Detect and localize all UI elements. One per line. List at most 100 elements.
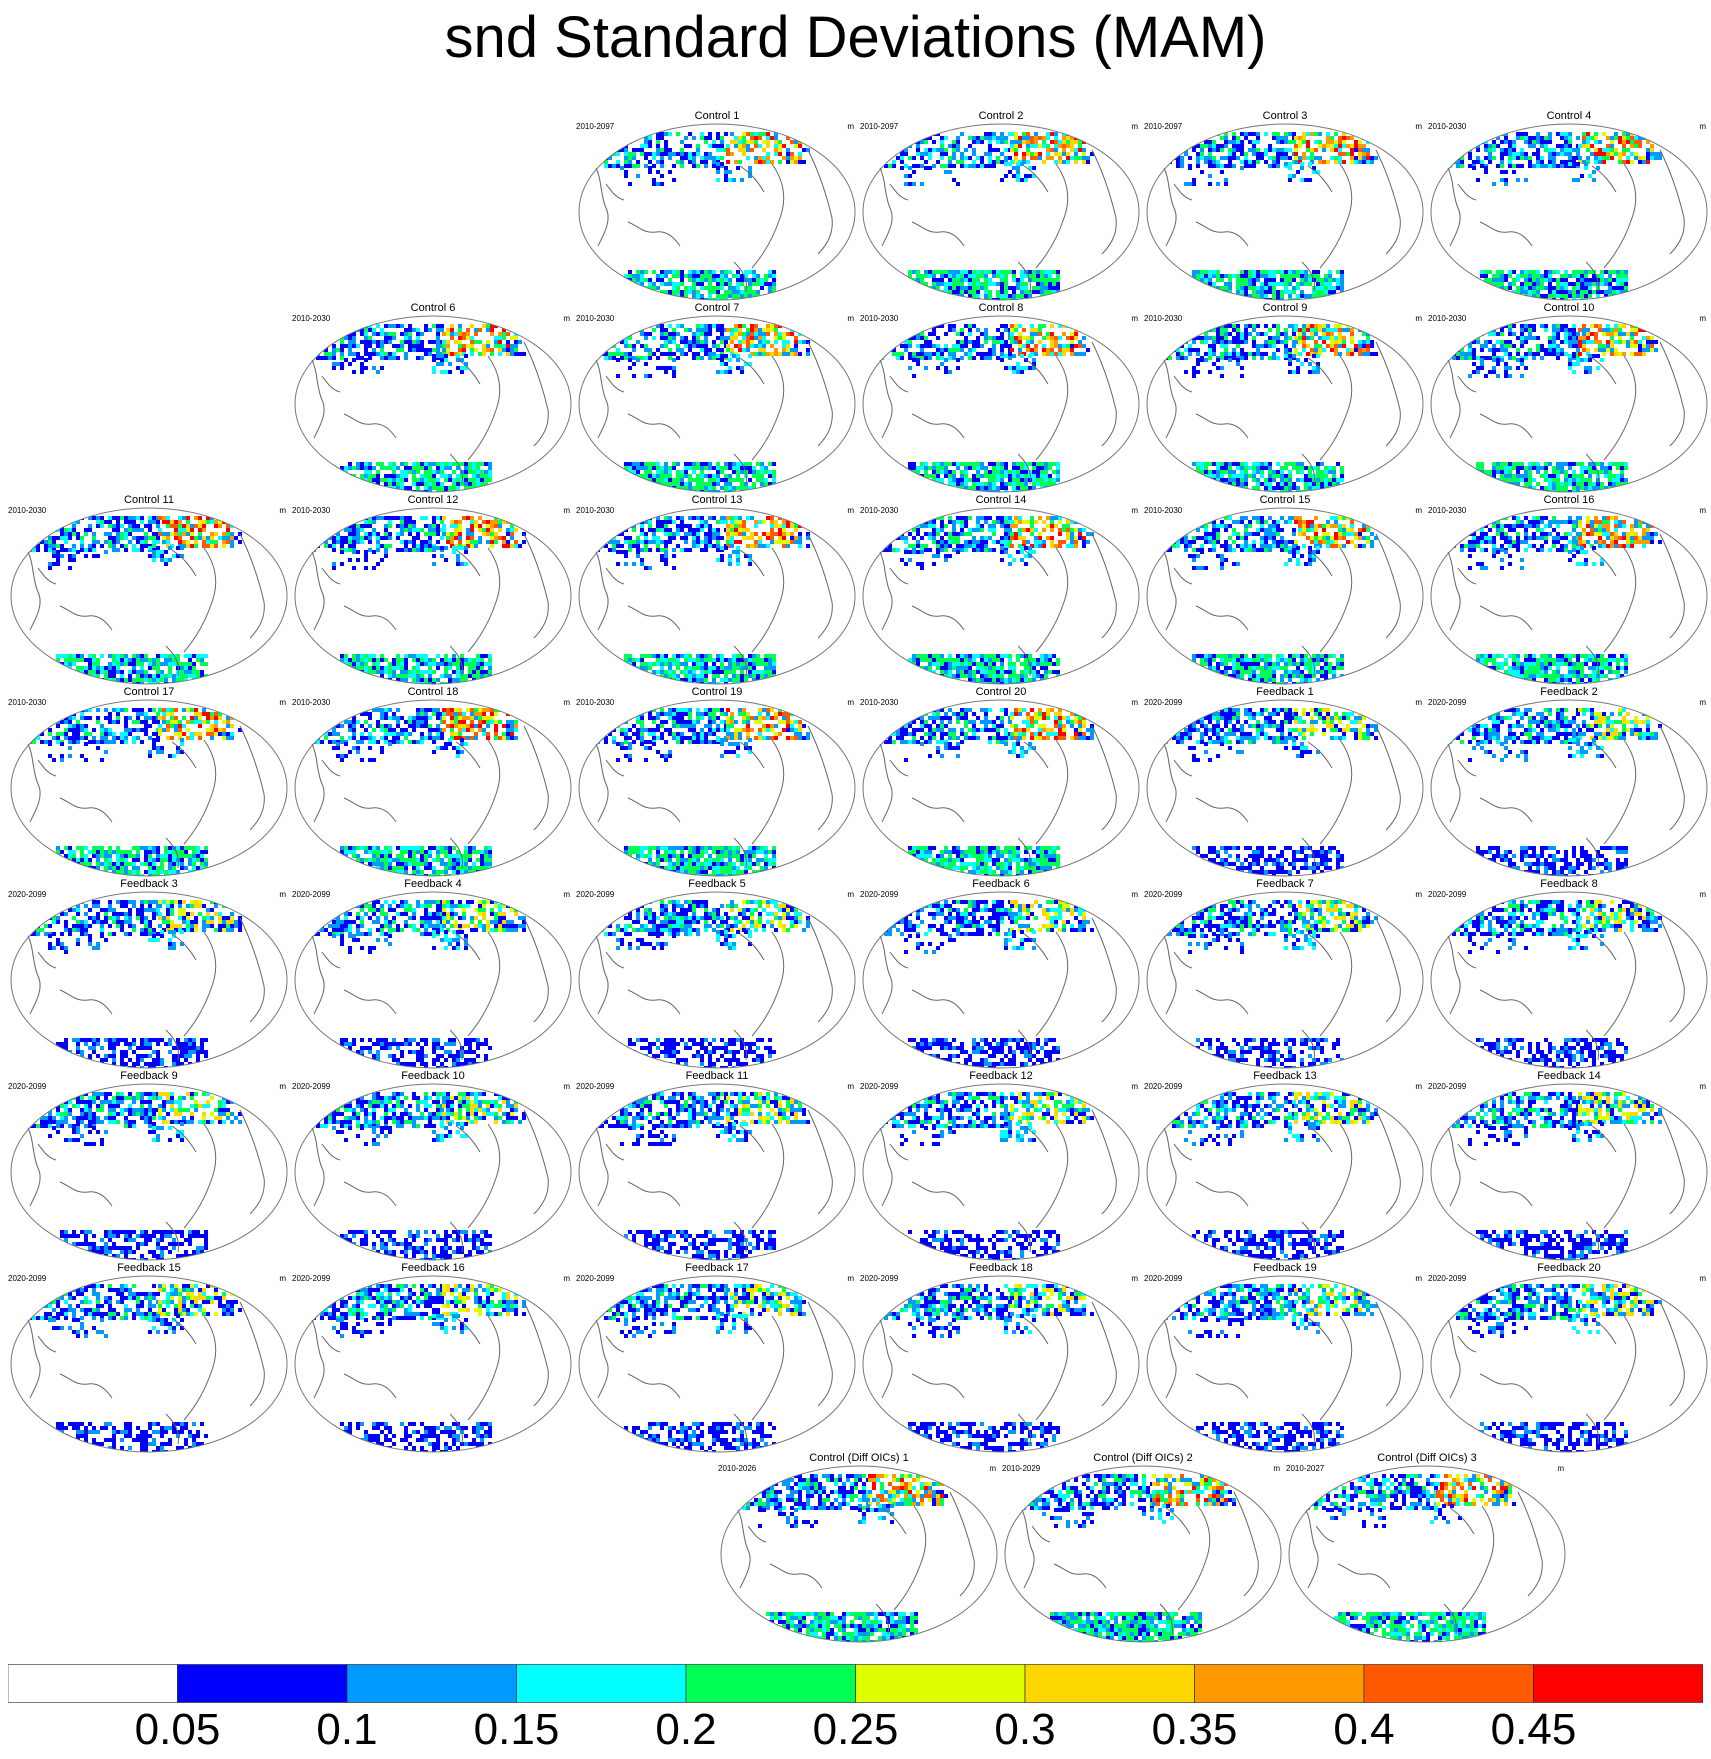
map-panel: Feedback 10 2020-2099 m bbox=[292, 1070, 574, 1262]
colorbar-tick-label: 0.3 bbox=[965, 1705, 1085, 1755]
coastlines bbox=[1163, 725, 1401, 869]
colorbar-swatch bbox=[855, 1664, 1026, 1703]
panel-period: 2020-2099 bbox=[1428, 890, 1466, 900]
snow-depth-map bbox=[862, 123, 1140, 301]
map-panel: Feedback 7 2020-2099 m bbox=[1144, 878, 1426, 1070]
coastlines bbox=[27, 1109, 265, 1253]
coastlines bbox=[1447, 1301, 1685, 1445]
map-panel: Control 18 2010-2030 m bbox=[292, 686, 574, 878]
snow-field bbox=[1448, 708, 1662, 876]
snow-depth-map bbox=[10, 891, 288, 1069]
map-panel: Feedback 17 2020-2099 m bbox=[576, 1262, 858, 1454]
snow-depth-map bbox=[1430, 315, 1708, 493]
snow-depth-map bbox=[578, 507, 856, 685]
snow-depth-map bbox=[862, 891, 1140, 1069]
snow-depth-map bbox=[1430, 1275, 1708, 1453]
snow-field bbox=[1306, 1474, 1516, 1642]
snow-depth-map bbox=[1430, 699, 1708, 877]
panel-title: Control 18 bbox=[292, 686, 574, 698]
colorbar-tick-label: 0.1 bbox=[287, 1705, 407, 1755]
snow-depth-map bbox=[578, 1275, 856, 1453]
snow-field bbox=[1164, 708, 1378, 876]
map-panel: Control 20 2010-2030 m bbox=[860, 686, 1142, 878]
colorbar-tick-label: 0.45 bbox=[1474, 1705, 1594, 1755]
colorbar-swatch bbox=[1024, 1664, 1195, 1703]
map-panel: Control 6 2010-2030 m bbox=[292, 302, 574, 494]
colorbar-swatch bbox=[346, 1664, 517, 1703]
coastlines bbox=[879, 1301, 1117, 1445]
panel-title: Feedback 6 bbox=[860, 878, 1142, 890]
panel-period: 2020-2099 bbox=[1144, 890, 1182, 900]
panel-title: Feedback 9 bbox=[8, 1070, 290, 1082]
coastlines bbox=[27, 917, 265, 1061]
panel-period: 2020-2099 bbox=[860, 1082, 898, 1092]
panel-period: 2010-2030 bbox=[292, 506, 330, 516]
snow-field bbox=[1022, 1474, 1236, 1642]
panel-period: 2020-2099 bbox=[1144, 698, 1182, 708]
map-panel: Control 14 2010-2030 m bbox=[860, 494, 1142, 686]
snow-field bbox=[28, 1092, 242, 1260]
panel-period: 2020-2099 bbox=[1144, 1274, 1182, 1284]
snow-depth-map bbox=[862, 315, 1140, 493]
coastlines bbox=[879, 149, 1117, 293]
map-panel: Feedback 19 2020-2099 m bbox=[1144, 1262, 1426, 1454]
panel-units: m bbox=[1415, 314, 1422, 324]
map-panel: Feedback 1 2020-2099 m bbox=[1144, 686, 1426, 878]
snow-field bbox=[1448, 516, 1662, 684]
panel-period: 2010-2030 bbox=[292, 314, 330, 324]
panel-units: m bbox=[279, 506, 286, 516]
snow-depth-map bbox=[1146, 1275, 1424, 1453]
coastlines bbox=[1163, 1109, 1401, 1253]
panel-units: m bbox=[1131, 890, 1138, 900]
panel-period: 2010-2026 bbox=[718, 1464, 756, 1474]
coastlines bbox=[737, 1491, 975, 1635]
map-panel: Feedback 20 2020-2099 m bbox=[1428, 1262, 1710, 1454]
coastlines bbox=[1447, 341, 1685, 485]
panel-period: 2020-2099 bbox=[1428, 698, 1466, 708]
map-panel: Feedback 15 2020-2099 m bbox=[8, 1262, 290, 1454]
snow-field bbox=[596, 132, 810, 300]
panel-units: m bbox=[1131, 1082, 1138, 1092]
panel-period: 2010-2097 bbox=[860, 122, 898, 132]
coastlines bbox=[595, 533, 833, 677]
panel-title: Feedback 3 bbox=[8, 878, 290, 890]
snow-field bbox=[312, 1284, 526, 1452]
panel-title: Control (Diff OICs) 1 bbox=[718, 1452, 1000, 1464]
panel-units: m bbox=[989, 1464, 996, 1474]
panel-title: Feedback 7 bbox=[1144, 878, 1426, 890]
panel-units: m bbox=[563, 890, 570, 900]
coastlines bbox=[27, 1301, 265, 1445]
panel-units: m bbox=[279, 890, 286, 900]
map-panel: Control 7 2010-2030 m bbox=[576, 302, 858, 494]
panel-title: Feedback 11 bbox=[576, 1070, 858, 1082]
snow-depth-map bbox=[1146, 699, 1424, 877]
panel-title: Control 10 bbox=[1428, 302, 1710, 314]
panel-period: 2020-2099 bbox=[8, 890, 46, 900]
snow-depth-map bbox=[1146, 891, 1424, 1069]
coastlines bbox=[595, 341, 833, 485]
snow-field bbox=[1448, 1092, 1662, 1260]
map-panel: Control 4 2010-2030 m bbox=[1428, 110, 1710, 302]
coastlines bbox=[27, 533, 265, 677]
snow-depth-map bbox=[1288, 1465, 1566, 1643]
snow-depth-map bbox=[862, 507, 1140, 685]
snow-depth-map bbox=[1146, 315, 1424, 493]
snow-field bbox=[880, 708, 1094, 876]
panel-title: Control 14 bbox=[860, 494, 1142, 506]
snow-field bbox=[28, 900, 242, 1068]
panel-units: m bbox=[1131, 122, 1138, 132]
panel-title: Feedback 14 bbox=[1428, 1070, 1710, 1082]
coastlines bbox=[27, 725, 265, 869]
panel-period: 2010-2030 bbox=[1144, 314, 1182, 324]
snow-depth-map bbox=[578, 1083, 856, 1261]
colorbar-swatch bbox=[8, 1664, 178, 1703]
panel-units: m bbox=[1699, 1082, 1706, 1092]
panel-title: Feedback 19 bbox=[1144, 1262, 1426, 1274]
panel-period: 2010-2030 bbox=[8, 698, 46, 708]
coastlines bbox=[1447, 533, 1685, 677]
snow-field bbox=[880, 1284, 1094, 1452]
map-panel: Control 9 2010-2030 m bbox=[1144, 302, 1426, 494]
panel-period: 2020-2099 bbox=[8, 1082, 46, 1092]
panel-title: Control 19 bbox=[576, 686, 858, 698]
panel-title: Feedback 16 bbox=[292, 1262, 574, 1274]
